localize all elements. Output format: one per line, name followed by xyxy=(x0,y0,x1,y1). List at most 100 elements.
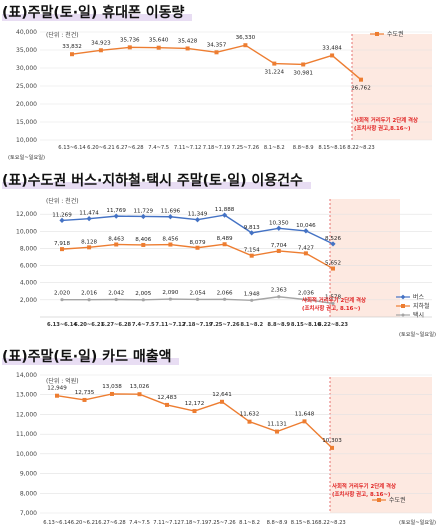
series-line-0 xyxy=(71,44,333,66)
y-tick-label: 2,000 xyxy=(20,297,37,304)
y-tick-label: 6,000 xyxy=(20,263,37,270)
data-label: 2,090 xyxy=(162,290,178,296)
y-tick-label: 14,000 xyxy=(16,372,37,379)
data-point xyxy=(222,212,228,218)
data-label: 34,923 xyxy=(91,40,111,46)
highlight-region xyxy=(352,34,432,140)
data-label: 2,363 xyxy=(271,288,287,294)
x-tick-label: 6.20~6.21 xyxy=(74,322,104,328)
data-label: 31,224 xyxy=(265,70,285,76)
data-point xyxy=(249,230,255,236)
x-tick-label: 8.15~8.16 xyxy=(318,145,345,151)
data-point xyxy=(156,45,161,50)
data-label: 8,489 xyxy=(217,236,233,242)
chart1-title-text: (표)주말(토·일) 휴대폰 이동량 xyxy=(2,5,193,21)
x-tick-label: 8.8~8.9 xyxy=(267,520,288,526)
data-point xyxy=(275,429,279,434)
data-label: 7,427 xyxy=(298,245,314,251)
y-tick-label: 12,000 xyxy=(16,211,37,218)
chart3-title: (표)주말(토·일) 카드 매출액 xyxy=(2,347,180,367)
legend-label: 택시 xyxy=(413,312,424,319)
legend-label: 지하철 xyxy=(413,302,430,310)
data-label: 2,036 xyxy=(298,291,314,297)
x-tick-label: 8.22~8.23 xyxy=(318,520,345,526)
x-tick-label: 7.11~7.12 xyxy=(153,520,180,526)
data-point xyxy=(303,228,309,234)
data-point xyxy=(114,242,119,247)
data-point xyxy=(331,301,335,306)
data-point xyxy=(194,217,201,223)
data-point xyxy=(214,50,219,55)
x-tick-label: 8.1~8.2 xyxy=(239,520,260,526)
data-point xyxy=(167,214,173,220)
legend-label: 수도권 xyxy=(389,496,406,504)
x-tick-label: 6.27~6.28 xyxy=(98,520,125,526)
y-tick-label: 40,000 xyxy=(16,29,37,36)
data-point xyxy=(249,253,254,258)
series-line-last-segment xyxy=(305,252,334,270)
y-tick-label: 12,000 xyxy=(16,411,37,418)
data-point xyxy=(302,419,307,424)
data-point xyxy=(70,52,74,57)
x-tick-label: 8.22~8.23 xyxy=(347,145,374,151)
annotation-text: 사회적 거리두기 2단계 격상 xyxy=(332,482,396,490)
data-label: 11,474 xyxy=(79,211,99,217)
data-label: 2,066 xyxy=(217,290,233,296)
data-label: 13,038 xyxy=(102,384,122,390)
x-tick-label: 6.20~6.21 xyxy=(71,520,98,526)
y-tick-label: 10,000 xyxy=(16,451,37,458)
annotation-text: (조치사항 권고,8.16~) xyxy=(354,124,410,132)
data-point xyxy=(168,242,173,247)
x-tick-label: 6.13~6.14 xyxy=(43,520,71,526)
data-label: 8,079 xyxy=(189,240,205,246)
x-tick-label: 8.22~8.23 xyxy=(318,322,348,328)
y-tick-label: 35,000 xyxy=(16,47,37,54)
x-tick-label: 7.11~7.12 xyxy=(155,322,185,328)
data-label: 13,026 xyxy=(130,384,150,390)
x-tick-label: 8.15~8.16 xyxy=(291,322,321,328)
data-point xyxy=(87,245,92,250)
legend-label: 버스 xyxy=(413,293,425,301)
data-label: 11,729 xyxy=(134,208,154,214)
data-point xyxy=(222,242,227,247)
y-tick-label: 30,000 xyxy=(16,65,37,72)
data-point xyxy=(359,77,363,82)
y-tick-label: 8,000 xyxy=(20,245,37,252)
data-point xyxy=(185,46,190,51)
data-point xyxy=(220,399,224,404)
y-tick-label: 7,000 xyxy=(20,510,37,517)
chart1-mobility-svg: 10,000 15,000 20,000 25,000 30,000 35,000 40,0… xyxy=(8,29,432,161)
data-point xyxy=(114,297,118,302)
data-point xyxy=(82,397,87,402)
x-tick-label: 8.8~8.9 xyxy=(293,145,314,151)
series-line-1 xyxy=(61,243,306,257)
data-label: 11,769 xyxy=(106,208,126,214)
x-tick-label: 7.18~7.19 xyxy=(203,145,230,151)
data-label: 1,578 xyxy=(325,294,341,300)
data-label: 35,640 xyxy=(149,38,169,44)
data-label: 36,330 xyxy=(236,35,256,41)
data-point xyxy=(168,297,172,301)
data-label: 8,406 xyxy=(135,237,151,243)
axis-note: (토요일~일요일) xyxy=(399,518,436,526)
data-label: 10,046 xyxy=(296,223,316,229)
x-tick-label: 7.18~7.19 xyxy=(183,322,213,328)
data-label: 2,042 xyxy=(108,290,124,296)
data-label: 5,652 xyxy=(325,261,341,267)
data-label: 33,484 xyxy=(322,45,342,51)
annotation-text: 사회적 거리두기 2단계 격상 xyxy=(302,296,366,304)
highlight-region xyxy=(330,199,400,317)
data-label: 35,428 xyxy=(178,38,198,44)
data-point xyxy=(330,241,336,247)
y-tick-label: 9,000 xyxy=(20,471,37,478)
data-label: 33,832 xyxy=(62,44,82,50)
data-label: 12,949 xyxy=(47,386,67,392)
data-label: 7,918 xyxy=(54,241,70,247)
legend-label: 수도권 xyxy=(387,30,404,38)
annotation-text: 사회적 거리두기 2단계 격상 xyxy=(354,116,418,124)
x-tick-label: 7.11~7.12 xyxy=(174,145,201,151)
data-point xyxy=(277,295,281,299)
legend-marker xyxy=(400,294,406,300)
data-label: 2,054 xyxy=(189,290,205,296)
data-point xyxy=(301,62,306,67)
